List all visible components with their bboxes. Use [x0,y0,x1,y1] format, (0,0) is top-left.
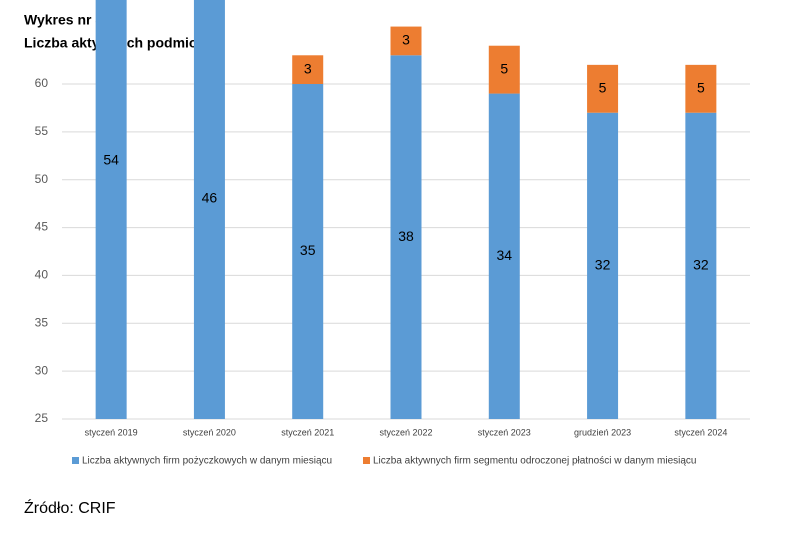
x-tick-label: styczeń 2021 [281,427,334,437]
x-tick-label: styczeń 2019 [85,427,138,437]
y-tick-label: 60 [35,76,49,90]
bar-segment [390,26,422,56]
data-label: 3 [402,32,410,48]
data-label: 3 [304,60,312,76]
y-tick-label: 50 [35,172,49,186]
legend-swatch [72,457,79,464]
bar-segment [95,0,127,419]
source: Źródło: CRIF [24,498,116,517]
y-tick-label: 45 [35,220,49,234]
data-label: 5 [697,79,705,95]
y-tick-label: 40 [35,268,49,282]
bar-segment [587,64,619,113]
bar-segment [685,64,717,113]
bar-segment [390,55,422,420]
x-tick-label: styczeń 2020 [183,427,236,437]
bar-segment [685,112,717,419]
y-tick-label: 30 [35,363,49,377]
data-label: 46 [202,190,218,206]
bar-segment [488,45,520,94]
data-label: 5 [599,79,607,95]
x-tick-label: grudzień 2023 [574,427,631,437]
legend-swatch [363,457,370,464]
x-tick-label: styczeń 2023 [478,427,531,437]
bar-segment [292,55,324,84]
y-tick-label: 25 [35,411,49,425]
x-tick-label: styczeń 2022 [379,427,432,437]
bar-segment [488,93,520,420]
data-label: 32 [595,257,611,273]
data-label: 32 [693,257,709,273]
data-label: 38 [398,228,414,244]
bar-segment [292,84,324,419]
data-label: 54 [103,151,119,167]
data-label: 34 [496,247,512,263]
legend-label: Liczba aktywnych firm segmentu odroczone… [373,456,696,467]
x-tick-label: styczeń 2024 [674,427,727,437]
bar-segment [587,112,619,419]
chart-title: Wykres nr 8 [24,12,103,28]
y-tick-label: 35 [35,315,49,329]
data-label: 5 [500,60,508,76]
bar-segment [193,0,225,419]
data-label: 35 [300,242,316,258]
legend-label: Liczba aktywnych firm pożyczkowych w dan… [82,456,332,467]
y-tick-label: 55 [35,124,49,138]
